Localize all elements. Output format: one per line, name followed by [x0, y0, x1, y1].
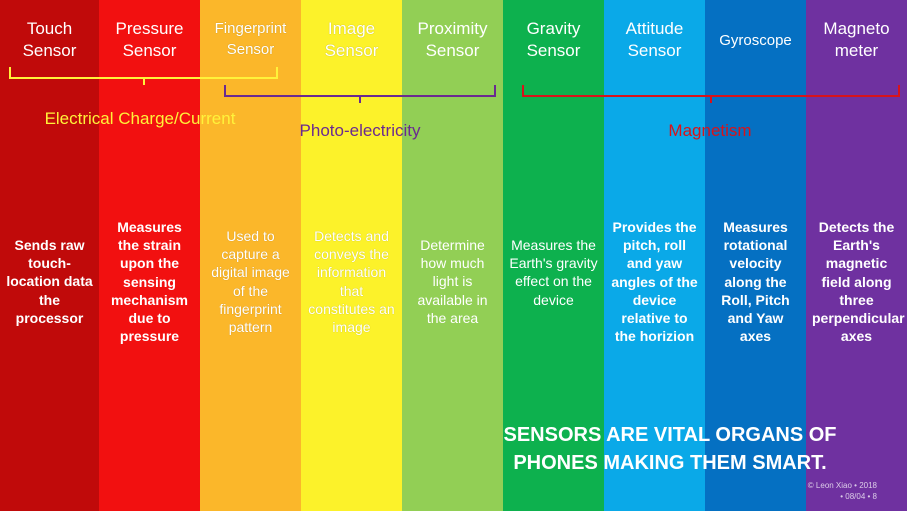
column-description: Provides the pitch, roll and yaw angles … — [611, 219, 698, 345]
group-label-electrical: Electrical Charge/Current — [44, 109, 236, 128]
column-title: Attitude Sensor — [625, 19, 684, 60]
column-description: Measures rotational velocity along the R… — [721, 219, 790, 345]
credit-line-2: • 08/04 • 8 — [840, 492, 877, 501]
column-title: Gravity Sensor — [526, 19, 581, 60]
column-title: Fingerprint Sensor — [214, 20, 287, 58]
bracket-tick — [142, 77, 145, 85]
column-gravity-sensor: Gravity Sensor Measures the Earth's grav… — [503, 0, 604, 511]
column-attitude-sensor: Attitude Sensor Provides the pitch, roll… — [604, 0, 705, 511]
bracket-tick — [710, 95, 712, 103]
tagline: SENSORS ARE VITAL ORGANS OF PHONES MAKIN… — [455, 421, 885, 477]
column-description: Measures the Earth's gravity effect on t… — [509, 237, 598, 308]
group-label-magnetism: Magnetism — [668, 121, 752, 140]
column-title: Image Sensor — [324, 19, 379, 60]
bracket-electrical — [9, 67, 278, 85]
group-label-photo-electricity: Photo-electricity — [299, 121, 421, 140]
credit-line-1: © Leon Xiao • 2018 — [807, 481, 877, 490]
column-image-sensor: Image Sensor Detects and conveys the inf… — [301, 0, 402, 511]
column-gyroscope: Gyroscope Measures rotational velocity a… — [705, 0, 806, 511]
column-fingerprint-sensor: Fingerprint Sensor Used to capture a dig… — [200, 0, 301, 511]
bracket-magnetism — [522, 85, 900, 103]
column-description: Measures the strain upon the sensing mec… — [110, 219, 189, 345]
column-description: Determine how much light is available in… — [417, 237, 488, 326]
column-title: Gyroscope — [719, 32, 792, 49]
column-description: Detects and conveys the information that… — [308, 228, 395, 336]
bracket-photo-electricity — [224, 85, 496, 103]
column-description: Detects the Earth's magnetic field along… — [812, 219, 905, 345]
column-title: Magneto meter — [823, 19, 890, 60]
column-title: Touch Sensor — [22, 19, 77, 60]
column-proximity-sensor: Proximity Sensor Determine how much ligh… — [402, 0, 503, 511]
credit: © Leon Xiao • 2018 • 08/04 • 8 — [767, 480, 877, 502]
column-description: Sends raw touch-location data the proces… — [6, 237, 93, 326]
bracket-tick — [359, 95, 361, 103]
column-title: Proximity Sensor — [417, 19, 488, 60]
column-pressure-sensor: Pressure Sensor Measures the strain upon… — [99, 0, 200, 511]
column-touch-sensor: Touch Sensor Sends raw touch-location da… — [0, 0, 99, 511]
column-magnetometer: Magneto meter Detects the Earth's magnet… — [806, 0, 907, 511]
tagline-line-2: PHONES MAKING THEM SMART. — [513, 452, 827, 474]
tagline-line-1: SENSORS ARE VITAL ORGANS OF — [503, 424, 837, 446]
column-title: Pressure Sensor — [115, 19, 184, 60]
column-description: Used to capture a digital image of the f… — [211, 228, 290, 336]
